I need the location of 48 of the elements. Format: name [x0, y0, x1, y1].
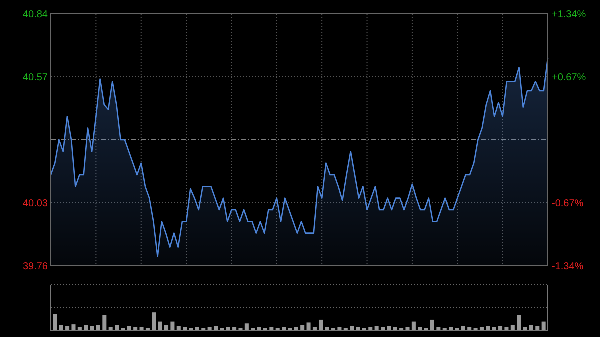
y-tick-label: 40.57	[22, 72, 48, 84]
bar	[202, 328, 206, 331]
bar	[238, 328, 243, 331]
bar	[251, 328, 256, 331]
bar	[424, 328, 428, 331]
bar	[72, 324, 76, 331]
y2-tick-label: -1.34%	[552, 262, 584, 272]
bar	[84, 325, 88, 331]
y-tick-label: 40.03	[22, 198, 48, 210]
bar	[170, 322, 175, 331]
bar	[276, 328, 280, 331]
bar	[542, 322, 546, 331]
bar	[442, 328, 447, 331]
bar	[53, 314, 58, 331]
bar	[220, 328, 224, 331]
bar	[189, 328, 194, 331]
bar	[474, 328, 478, 331]
bar	[59, 325, 64, 331]
bar	[319, 320, 324, 331]
bar	[455, 328, 460, 331]
bar	[510, 325, 515, 331]
bar	[406, 327, 410, 331]
bar	[400, 328, 404, 331]
bar	[146, 328, 150, 331]
y2-tick-label: +0.67%	[552, 72, 586, 84]
bar	[121, 328, 126, 331]
bar	[164, 325, 169, 331]
bar	[412, 322, 416, 331]
bar	[244, 324, 249, 331]
bar	[263, 328, 268, 331]
bar	[102, 315, 107, 331]
bar	[362, 328, 366, 331]
y-tick-label: 40.84	[22, 10, 48, 20]
bar	[529, 325, 534, 331]
bar	[158, 322, 162, 331]
bar	[288, 328, 292, 331]
y2-tick-label: +1.34%	[552, 10, 586, 20]
bar	[517, 315, 522, 331]
bar	[96, 325, 100, 331]
bar	[306, 322, 311, 331]
y-tick-label: 39.76	[22, 262, 48, 272]
bar	[152, 312, 156, 331]
bar	[344, 328, 348, 331]
y2-tick-label: -0.67%	[552, 198, 584, 210]
bar	[115, 325, 120, 331]
bar	[430, 320, 434, 331]
bar	[332, 328, 336, 331]
bar	[300, 325, 305, 331]
